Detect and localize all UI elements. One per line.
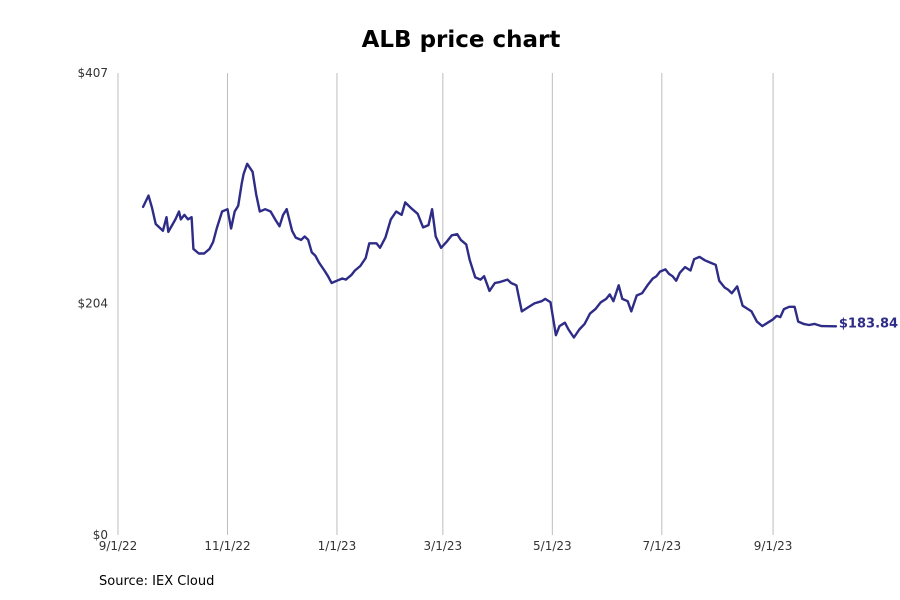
grid-lines xyxy=(117,73,774,535)
last-value-label: $183.84 xyxy=(839,316,898,331)
y-tick-label: $407 xyxy=(77,66,108,80)
x-tick-label: 7/1/23 xyxy=(642,539,681,553)
x-tick-label: 11/1/22 xyxy=(204,539,250,553)
series-line xyxy=(141,162,838,339)
x-axis-ticks: 9/1/22 11/1/22 1/1/23 3/1/23 5/1/23 7/1/23 9/1… xyxy=(99,539,793,553)
x-tick-label: 1/1/23 xyxy=(318,539,357,553)
x-tick-label: 9/1/22 xyxy=(99,539,138,553)
y-tick-label: $204 xyxy=(77,296,108,310)
source-note: Source: IEX Cloud xyxy=(99,574,215,589)
x-tick-label: 5/1/23 xyxy=(533,539,572,553)
y-tick-label: $0 xyxy=(93,528,108,542)
chart-title: ALB price chart xyxy=(361,27,561,53)
x-tick-label: 3/1/23 xyxy=(424,539,463,553)
y-axis-ticks: $0 $204 $407 xyxy=(77,66,108,542)
x-tick-label: 9/1/23 xyxy=(754,539,793,553)
